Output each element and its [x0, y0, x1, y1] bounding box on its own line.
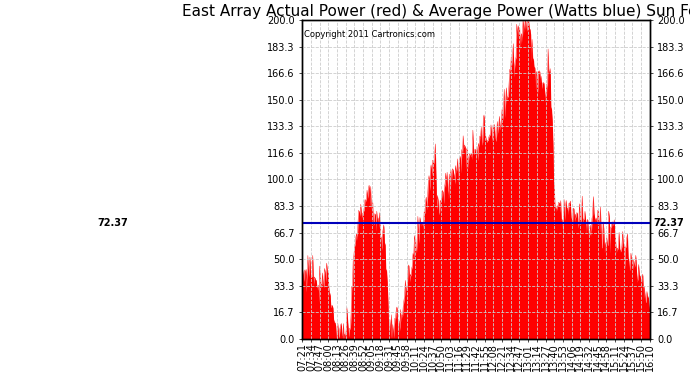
Text: 72.37: 72.37: [98, 219, 128, 228]
Title: East Array Actual Power (red) & Average Power (Watts blue) Sun Feb 6 16:16: East Array Actual Power (red) & Average …: [181, 4, 690, 19]
Text: Copyright 2011 Cartronics.com: Copyright 2011 Cartronics.com: [304, 30, 435, 39]
Text: 72.37: 72.37: [653, 219, 684, 228]
